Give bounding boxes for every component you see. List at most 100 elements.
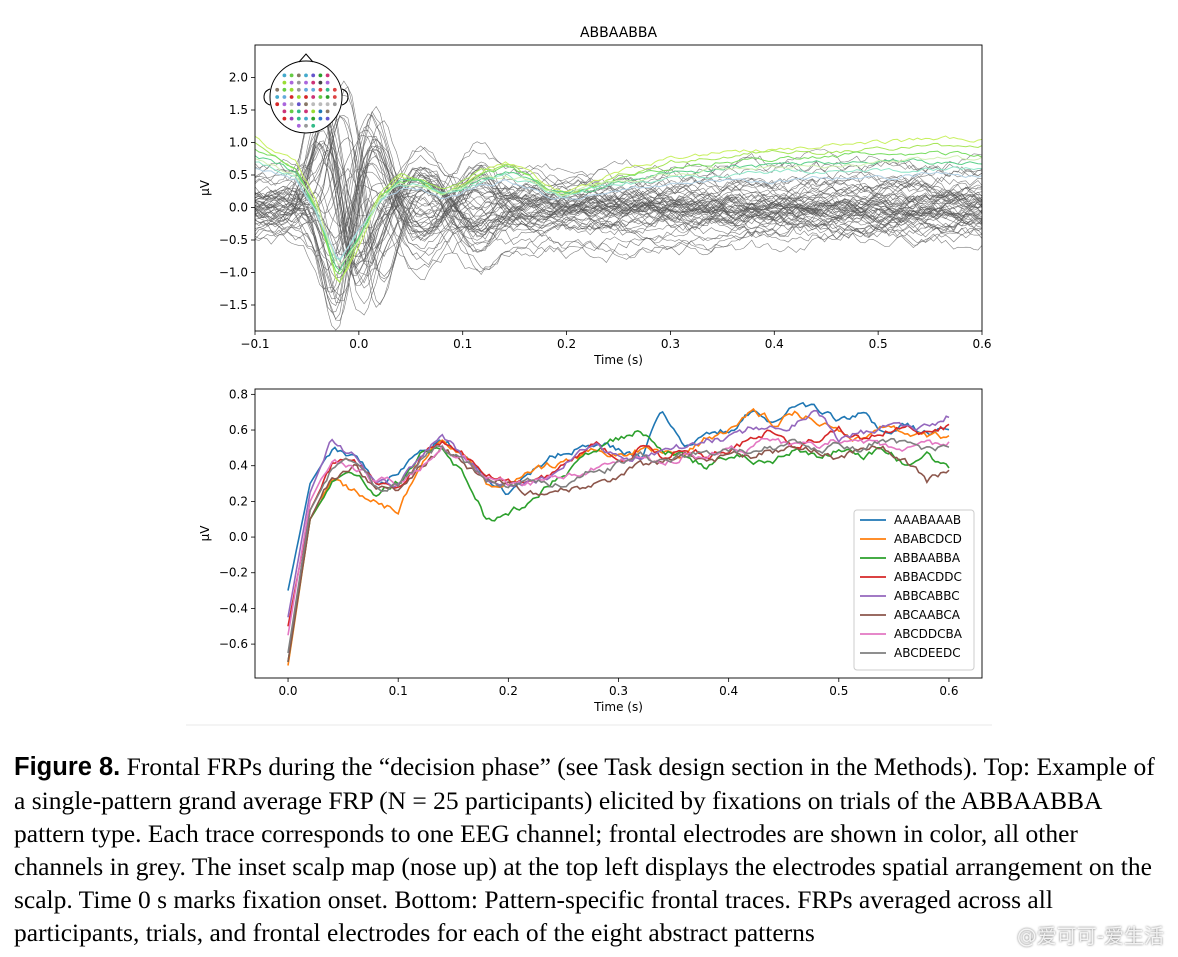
- pattern-trace-aaabaaab: [287, 401, 950, 591]
- electrode-dot: [289, 87, 294, 92]
- x-tick-label: 0.4: [765, 337, 784, 351]
- electrode-dot: [311, 80, 316, 85]
- x-axis-label: Time (s): [593, 353, 643, 367]
- y-tick-label: −0.2: [219, 566, 248, 580]
- electrode-dot: [311, 95, 316, 99]
- plot-frame: [254, 44, 983, 332]
- electrode-dot: [282, 80, 287, 85]
- electrode-dot: [289, 80, 294, 85]
- x-tick-label: 0.0: [349, 337, 368, 351]
- legend-label: ABCDDCBA: [894, 627, 963, 641]
- electrode-dot: [304, 116, 308, 121]
- y-tick-label: −0.5: [219, 233, 248, 247]
- nose-marker: [298, 53, 314, 63]
- electrode-dot: [304, 102, 308, 107]
- electrode-dot: [325, 87, 330, 92]
- grey-channel-trace: [255, 184, 982, 266]
- y-tick-label: −1.5: [219, 298, 248, 312]
- grey-channel-trace: [255, 163, 982, 242]
- grey-channel-trace: [255, 145, 982, 302]
- electrode-dot: [296, 102, 301, 107]
- right-ear: [341, 88, 349, 106]
- plot-frame: [254, 388, 983, 679]
- electrode-dot: [304, 80, 308, 85]
- chart-title: ABBAABBA: [580, 25, 658, 41]
- x-tick-label: 0.2: [557, 337, 576, 351]
- frontal-channel-trace: [255, 155, 982, 266]
- electrode-dot: [332, 102, 337, 107]
- electrode-dot: [325, 73, 330, 78]
- plot-area: [287, 401, 950, 666]
- legend-label: ABCDEEDC: [894, 646, 961, 660]
- electrode-dot: [318, 109, 323, 114]
- x-tick-label: −0.1: [240, 337, 269, 351]
- electrode-dot: [296, 116, 301, 121]
- electrode-dot: [282, 95, 287, 99]
- grey-channel-trace: [255, 114, 982, 308]
- electrode-dot: [296, 80, 301, 85]
- electrode-dot: [289, 116, 294, 121]
- top-chart: −0.1 0.0 0.1 0.2 0.3 0.4 0.5 0.6 −1.5 −1.0 −0.5 0.0…: [198, 25, 992, 367]
- grey-channel-trace: [255, 143, 982, 266]
- pattern-trace-abbcabbc: [287, 409, 950, 618]
- electrode-dot: [318, 95, 323, 99]
- electrode-dot: [282, 102, 287, 107]
- electrode-dot: [275, 95, 280, 99]
- y-tick-label: 0.2: [229, 494, 248, 508]
- x-tick-label: 0.1: [453, 337, 472, 351]
- pattern-trace-abcdeedc: [287, 437, 950, 654]
- grey-channel-trace: [255, 139, 982, 228]
- electrode-dot: [318, 87, 323, 92]
- electrode-dot: [304, 123, 308, 128]
- electrode-dot: [311, 102, 316, 107]
- x-tick-label: 0.6: [972, 337, 991, 351]
- y-tick-label: 0.8: [229, 387, 248, 401]
- frontal-channel-trace: [255, 142, 982, 284]
- x-tick-label: 0.6: [939, 684, 958, 698]
- electrode-dot: [304, 95, 308, 99]
- watermark: @爱可可-爱生活: [1016, 924, 1164, 948]
- electrode-dot: [311, 87, 316, 92]
- grey-channel-trace: [255, 113, 982, 286]
- y-tick-label: 2.0: [229, 71, 248, 85]
- legend-label: ABBACDDC: [894, 570, 962, 584]
- caption-text: Frontal FRPs during the “decision phase”…: [14, 752, 1155, 947]
- grey-channel-trace: [255, 111, 982, 320]
- bottom-chart: 0.0 0.1 0.2 0.3 0.4 0.5 0.6 −0.6 −0.4 −0.2 0.0 0.2 0…: [198, 387, 983, 714]
- electrode-dot: [304, 73, 308, 78]
- x-tick-label: 0.3: [661, 337, 680, 351]
- grey-channel-trace: [255, 149, 982, 279]
- grey-channel-trace: [255, 191, 982, 273]
- legend-label: ABABCDCD: [894, 532, 962, 546]
- y-tick-label: −0.6: [219, 637, 248, 651]
- electrode-dot: [311, 109, 316, 114]
- y-tick-label: 0.4: [229, 459, 248, 473]
- electrode-dot: [282, 109, 287, 114]
- grey-channel-trace: [255, 168, 982, 252]
- grey-channel-trace: [255, 138, 982, 270]
- electrode-dot: [296, 87, 301, 92]
- electrode-dot: [325, 95, 330, 99]
- figure-caption: Figure 8. Frontal FRPs during the “decis…: [14, 750, 1172, 949]
- y-tick-label: −0.4: [219, 601, 248, 615]
- electrode-dot: [311, 116, 316, 121]
- electrode-dot: [325, 80, 330, 85]
- pattern-trace-abcaabca: [287, 444, 950, 663]
- electrode-dot: [332, 87, 337, 92]
- grey-channel-trace: [255, 130, 982, 258]
- caption-label: Figure 8.: [14, 753, 121, 781]
- electrode-dot: [325, 116, 330, 121]
- electrode-dot: [304, 109, 308, 114]
- x-tick-label: 0.3: [609, 684, 628, 698]
- electrode-dot: [304, 87, 308, 92]
- grey-channel-trace: [255, 201, 982, 296]
- x-tick-label: 0.4: [719, 684, 738, 698]
- electrode-dot: [332, 95, 337, 99]
- electrode-dot: [282, 73, 287, 78]
- x-axis-label: Time (s): [593, 700, 643, 714]
- electrode-dot: [282, 116, 287, 121]
- grey-channel-trace: [255, 162, 982, 255]
- scalp-map-inset: [263, 53, 349, 134]
- legend-label: AAABAAAB: [894, 513, 961, 527]
